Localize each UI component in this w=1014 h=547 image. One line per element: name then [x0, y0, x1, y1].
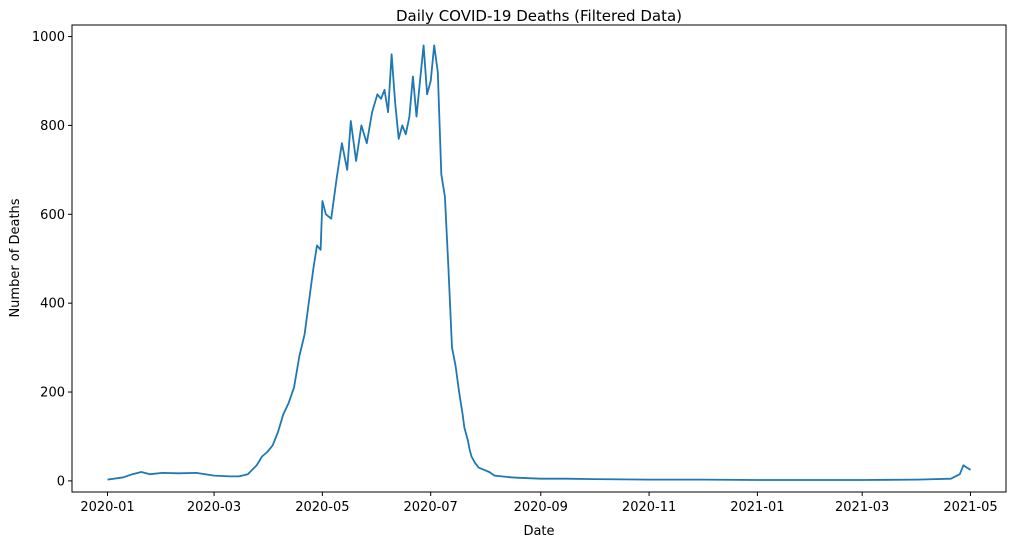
y-tick-label: 1000: [32, 30, 65, 45]
series-line: [107, 44, 971, 481]
y-axis-label: Number of Deaths: [8, 198, 23, 317]
series-layer: [107, 44, 971, 481]
x-tick-label: 2020-07: [404, 500, 458, 515]
x-tick-label: 2021-03: [835, 500, 889, 515]
y-axis: 0 200 400 600 800 1000: [32, 30, 72, 489]
y-tick-label: 400: [40, 297, 65, 312]
x-tick-label: 2020-01: [80, 500, 134, 515]
x-tick-label: 2021-05: [943, 500, 997, 515]
x-tick-label: 2020-09: [514, 500, 568, 515]
plot-area: [71, 24, 1007, 493]
x-tick-label: 2021-01: [730, 500, 784, 515]
y-tick-label: 800: [40, 119, 65, 134]
chart-title: Daily COVID-19 Deaths (Filtered Data): [396, 7, 682, 25]
y-tick-label: 0: [57, 474, 65, 489]
x-tick-label: 2020-11: [622, 500, 676, 515]
x-tick-label: 2020-03: [187, 500, 241, 515]
x-axis-label: Date: [523, 524, 554, 539]
x-tick-label: 2020-05: [295, 500, 349, 515]
y-tick-label: 600: [40, 208, 65, 223]
x-axis: 2020-01 2020-03 2020-05 2020-07 2020-09 2020-…: [80, 492, 998, 515]
y-tick-label: 200: [40, 386, 65, 401]
plot-frame: [71, 24, 1007, 493]
